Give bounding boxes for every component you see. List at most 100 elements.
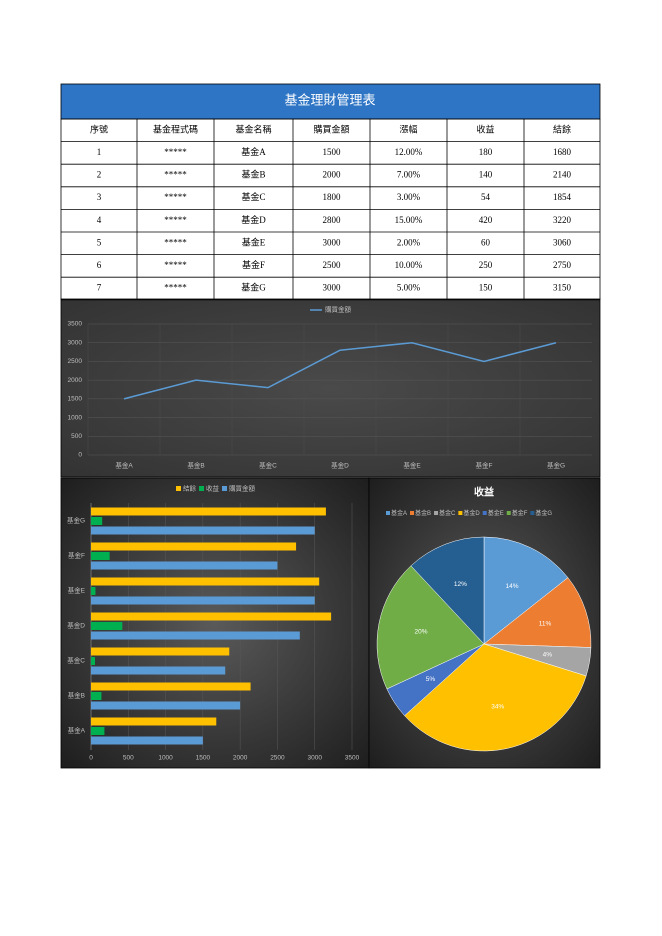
legend-swatch	[458, 511, 463, 515]
cell: 180	[479, 147, 493, 157]
x-tick-label: 1000	[158, 755, 173, 762]
cell: 6	[97, 260, 102, 270]
x-tick-label: 2000	[233, 755, 248, 762]
y-tick-label: 基金G	[67, 516, 85, 525]
pie-slice	[483, 536, 569, 645]
header-cell: 結餘	[553, 123, 571, 134]
bar	[91, 587, 96, 595]
y-tick-label: 1000	[68, 414, 83, 421]
header-cell: 序號	[90, 123, 108, 134]
cell: 基金A	[241, 146, 266, 157]
cell: 7	[97, 283, 102, 293]
bar	[91, 682, 251, 691]
bar	[91, 517, 103, 525]
bar	[91, 622, 123, 630]
bar	[91, 552, 110, 560]
y-tick-label: 基金B	[68, 691, 85, 700]
bar	[91, 542, 297, 551]
slice-label: 11%	[539, 621, 552, 628]
cell: 3220	[553, 215, 572, 225]
cell: *****	[164, 237, 187, 247]
x-tick-label: 500	[123, 755, 134, 762]
cell: *****	[164, 147, 187, 157]
legend-swatch	[386, 511, 390, 515]
x-tick-label: 基金C	[259, 461, 277, 470]
cell: 基金B	[241, 169, 265, 180]
y-tick-label: 3000	[68, 339, 83, 346]
legend-label: 結餘	[183, 484, 197, 493]
slice-label: 4%	[543, 651, 553, 658]
cell: 2500	[323, 260, 342, 270]
header-cell: 購買金額	[313, 123, 349, 134]
cell: 基金D	[241, 214, 266, 225]
legend-label: 購買金額	[325, 305, 352, 314]
slice-label: 34%	[491, 703, 504, 710]
legend-label: 基金A	[391, 509, 407, 517]
cell: 1680	[553, 147, 572, 157]
legend-label: 基金C	[439, 509, 456, 517]
cell: 3150	[553, 283, 572, 293]
cell: *****	[164, 192, 187, 202]
bar	[91, 577, 320, 586]
bar	[91, 666, 226, 675]
pie-slice	[376, 565, 485, 690]
bar	[91, 596, 315, 605]
cell: *****	[164, 283, 187, 293]
cell: 60	[481, 237, 491, 247]
cell: 54	[481, 192, 491, 202]
pie-slice	[410, 536, 485, 645]
x-tick-label: 0	[89, 755, 93, 762]
legend-label: 基金F	[512, 509, 528, 517]
header-cell: 收益	[476, 123, 494, 134]
cell: *****	[164, 260, 187, 270]
x-tick-label: 1500	[196, 755, 211, 762]
cell: 1800	[323, 192, 342, 202]
legend-swatch	[222, 486, 227, 491]
cell: *****	[164, 170, 187, 180]
bar	[91, 717, 217, 726]
legend-swatch	[176, 486, 181, 491]
y-tick-label: 基金E	[68, 586, 86, 595]
bar	[91, 612, 332, 621]
cell: 2000	[323, 170, 342, 180]
y-tick-label: 500	[71, 433, 82, 440]
legend-swatch	[506, 511, 511, 515]
cell: 1500	[323, 147, 342, 157]
cell: *****	[164, 215, 187, 225]
cell: 3.00%	[397, 192, 421, 202]
cell: 3000	[323, 283, 342, 293]
cell: 150	[479, 283, 493, 293]
legend-label: 基金B	[415, 509, 431, 517]
header-cell: 基金名稱	[235, 123, 271, 134]
cell: 1854	[553, 192, 572, 202]
cell: 2800	[323, 215, 342, 225]
cell: 420	[479, 215, 493, 225]
cell: 基金F	[242, 259, 265, 270]
cell: 基金E	[242, 236, 266, 247]
line	[123, 341, 557, 400]
y-tick-label: 基金D	[67, 621, 85, 630]
cell: 4	[97, 215, 102, 225]
legend-swatch	[434, 511, 439, 515]
x-tick-label: 基金E	[403, 461, 421, 470]
cell: 2.00%	[397, 237, 421, 247]
bar	[91, 701, 241, 710]
y-tick-label: 基金A	[68, 726, 86, 735]
bar	[91, 647, 230, 656]
x-tick-label: 3000	[307, 755, 322, 762]
cell: 3	[97, 192, 102, 202]
bar	[91, 631, 300, 640]
legend-swatch	[482, 511, 487, 515]
legend-swatch	[199, 486, 204, 491]
pie-slice	[404, 643, 587, 752]
y-tick-label: 0	[78, 452, 82, 459]
slice-label: 12%	[454, 581, 467, 588]
pie-slice	[483, 577, 592, 648]
cell: 基金G	[241, 282, 266, 293]
x-tick-label: 基金B	[187, 461, 204, 470]
y-tick-label: 基金F	[68, 551, 85, 560]
cell: 12.00%	[395, 147, 423, 157]
cell: 1	[97, 147, 102, 157]
title-bar	[60, 83, 601, 120]
